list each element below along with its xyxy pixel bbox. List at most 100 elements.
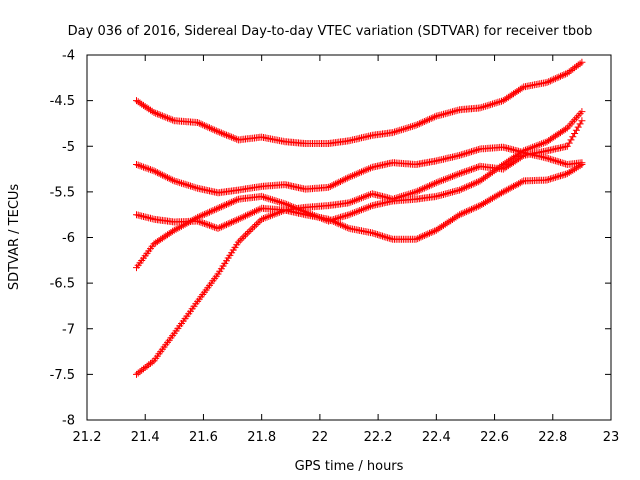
data-point	[217, 203, 225, 211]
data-point	[236, 236, 244, 244]
data-point	[150, 109, 158, 116]
data-point	[231, 217, 239, 225]
data-point	[457, 185, 465, 193]
data-point	[152, 168, 160, 176]
data-point	[309, 211, 316, 219]
data-point	[356, 169, 364, 177]
data-point	[471, 179, 479, 187]
data-point	[427, 181, 435, 189]
data-point	[572, 62, 580, 70]
data-point	[206, 124, 213, 132]
data-point	[190, 183, 198, 191]
data-point	[480, 103, 488, 111]
chart-title: Day 036 of 2016, Sidereal Day-to-day VTE…	[68, 24, 593, 39]
data-point	[498, 97, 505, 105]
data-point	[307, 210, 315, 218]
data-point	[194, 119, 202, 126]
data-point	[347, 173, 355, 180]
data-point	[494, 98, 502, 106]
data-point	[424, 230, 432, 238]
data-point	[398, 192, 406, 200]
data-point	[445, 174, 453, 182]
data-point	[389, 195, 397, 203]
data-point	[345, 211, 353, 219]
data-point	[550, 156, 558, 164]
data-point	[197, 218, 205, 226]
data-point	[560, 159, 568, 167]
data-point	[214, 128, 222, 136]
data-point	[456, 186, 464, 194]
data-point	[415, 234, 423, 242]
data-point	[228, 198, 236, 206]
data-point	[553, 74, 561, 82]
data-point	[325, 217, 333, 225]
series-2	[133, 143, 586, 197]
data-point	[152, 109, 160, 117]
data-point	[571, 64, 579, 72]
x-tick-label: 22.4	[422, 430, 451, 445]
data-point	[462, 167, 470, 175]
data-point	[419, 118, 427, 126]
data-point	[492, 99, 500, 107]
data-point	[249, 209, 257, 216]
data-point	[202, 220, 210, 228]
data-point	[365, 165, 373, 173]
data-point	[412, 121, 420, 129]
x-tick-label: 22.2	[364, 430, 393, 445]
data-point	[321, 216, 329, 224]
data-point	[494, 191, 502, 199]
data-point	[249, 224, 257, 232]
data-point	[462, 208, 470, 216]
data-point	[229, 134, 237, 142]
data-point	[358, 168, 365, 176]
data-point	[565, 68, 573, 76]
data-point	[457, 210, 465, 218]
data-point	[274, 198, 282, 205]
data-point	[480, 174, 488, 182]
plot-frame	[86, 54, 612, 421]
data-point	[565, 169, 573, 176]
data-point	[281, 200, 289, 208]
data-point	[468, 181, 475, 189]
data-point	[478, 176, 486, 184]
data-point	[200, 122, 208, 130]
data-point	[473, 164, 481, 171]
x-tick-label: 21.2	[73, 430, 102, 445]
data-point	[314, 213, 322, 221]
data-point	[403, 191, 411, 199]
data-point	[352, 170, 360, 178]
data-point	[414, 187, 422, 195]
data-point	[426, 229, 433, 237]
data-point	[440, 176, 447, 184]
data-point	[464, 182, 472, 190]
data-point	[243, 211, 251, 219]
data-point	[206, 208, 213, 216]
data-point	[197, 212, 205, 220]
data-point	[481, 173, 489, 181]
data-point	[565, 139, 573, 147]
data-point	[233, 196, 241, 204]
data-point	[325, 183, 333, 191]
data-point	[335, 178, 343, 186]
data-point	[529, 143, 537, 151]
data-point	[459, 185, 467, 192]
data-point	[140, 163, 147, 171]
data-point	[427, 114, 435, 122]
data-point	[176, 223, 184, 231]
y-tick-label: -5.5	[50, 185, 75, 200]
data-point	[204, 123, 212, 131]
data-point	[432, 179, 440, 187]
data-point	[160, 113, 168, 121]
data-point	[326, 183, 334, 190]
data-point	[195, 213, 203, 221]
data-point	[233, 216, 241, 224]
data-point	[312, 212, 320, 220]
data-point	[412, 188, 420, 196]
data-point	[543, 78, 551, 86]
data-point	[216, 204, 224, 211]
data-point	[258, 215, 266, 223]
data-point	[356, 207, 364, 214]
data-point	[474, 202, 482, 210]
data-point	[571, 165, 579, 173]
